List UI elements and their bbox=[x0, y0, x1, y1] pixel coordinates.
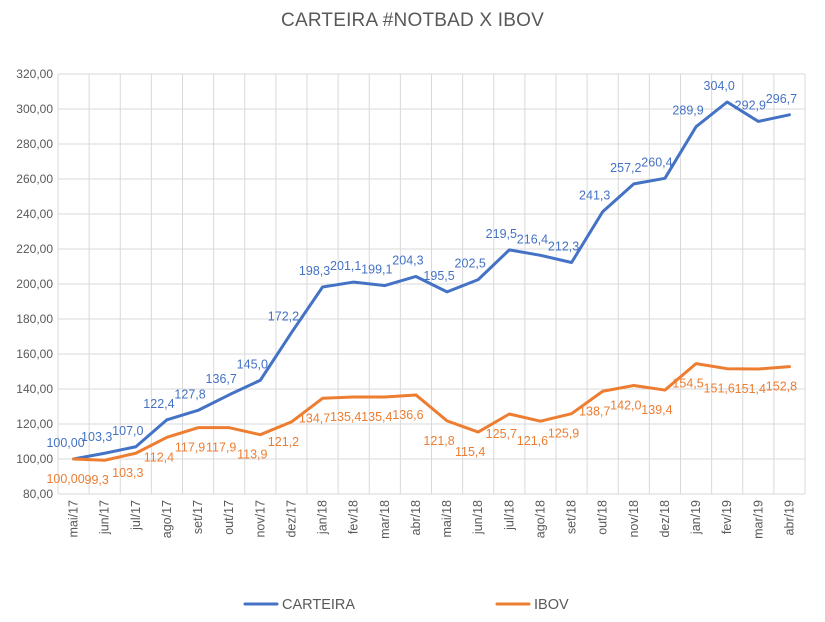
data-label-carteira: 100,00 bbox=[46, 436, 84, 450]
data-label-carteira: 241,3 bbox=[579, 189, 610, 203]
data-label-carteira: 304,0 bbox=[704, 79, 735, 93]
data-label-ibov: 117,9 bbox=[206, 441, 236, 455]
data-label-carteira: 292,9 bbox=[735, 98, 766, 112]
data-label-ibov: 138,7 bbox=[579, 404, 610, 418]
data-label-carteira: 136,7 bbox=[206, 372, 237, 386]
data-label-ibov: 135,4 bbox=[330, 410, 361, 424]
y-tick-label: 280,00 bbox=[16, 137, 53, 151]
data-label-ibov: 117,9 bbox=[175, 441, 205, 455]
x-tick-label: jan/19 bbox=[689, 500, 703, 535]
series-line-ibov bbox=[72, 362, 791, 462]
x-tick-label: jun/17 bbox=[98, 500, 112, 535]
x-tick-label: set/18 bbox=[565, 500, 579, 534]
data-label-ibov: 154,5 bbox=[672, 377, 703, 391]
x-tick-label: jun/18 bbox=[471, 500, 485, 535]
data-label-ibov: 152,8 bbox=[766, 380, 797, 394]
x-tick-label: mar/19 bbox=[751, 500, 765, 539]
data-label-carteira: 219,5 bbox=[486, 227, 517, 241]
x-tick-label: jul/18 bbox=[502, 500, 516, 531]
legend-label-ibov: IBOV bbox=[534, 597, 569, 613]
data-label-carteira: 145,0 bbox=[237, 357, 268, 371]
legend-label-carteira: CARTEIRA bbox=[282, 597, 355, 613]
y-tick-label: 200,00 bbox=[16, 277, 53, 291]
x-tick-label: set/17 bbox=[191, 500, 205, 534]
gridlines bbox=[57, 73, 806, 495]
data-label-carteira: 296,7 bbox=[766, 92, 797, 106]
data-label-ibov: 100,00 bbox=[46, 472, 84, 486]
data-label-ibov: 136,6 bbox=[392, 408, 423, 422]
data-label-carteira: 212,3 bbox=[548, 239, 579, 253]
data-label-carteira: 172,2 bbox=[268, 310, 299, 324]
y-tick-label: 120,00 bbox=[16, 417, 53, 431]
data-label-carteira: 195,5 bbox=[423, 269, 454, 283]
x-tick-label: dez/18 bbox=[658, 500, 672, 538]
y-tick-label: 240,00 bbox=[16, 207, 53, 221]
y-tick-label: 140,00 bbox=[16, 382, 53, 396]
y-tick-label: 320,00 bbox=[16, 67, 53, 81]
data-label-ibov: 113,9 bbox=[237, 448, 267, 462]
data-label-carteira: 257,2 bbox=[610, 161, 641, 175]
y-tick-label: 260,00 bbox=[16, 172, 53, 186]
x-tick-label: fev/19 bbox=[720, 500, 734, 534]
x-tick-label: fev/18 bbox=[347, 500, 361, 534]
data-label-ibov: 135,4 bbox=[361, 410, 392, 424]
data-label-carteira: 260,4 bbox=[641, 155, 672, 169]
data-label-ibov: 151,4 bbox=[735, 382, 766, 396]
data-label-ibov: 134,7 bbox=[299, 411, 330, 425]
x-tick-label: nov/17 bbox=[253, 500, 267, 538]
data-label-ibov: 125,7 bbox=[486, 427, 517, 441]
series-line-carteira bbox=[72, 100, 791, 461]
data-label-carteira: 289,9 bbox=[672, 104, 703, 118]
data-label-ibov: 142,0 bbox=[610, 399, 641, 413]
y-tick-label: 180,00 bbox=[16, 312, 53, 326]
data-label-ibov: 115,4 bbox=[455, 445, 485, 459]
data-label-ibov: 151,6 bbox=[704, 382, 735, 396]
data-label-carteira: 122,4 bbox=[143, 397, 174, 411]
data-label-ibov: 139,4 bbox=[641, 403, 672, 417]
y-tick-label: 100,00 bbox=[16, 452, 53, 466]
y-tick-label: 220,00 bbox=[16, 242, 53, 256]
y-tick-label: 160,00 bbox=[16, 347, 53, 361]
data-label-carteira: 107,0 bbox=[112, 424, 143, 438]
data-label-ibov: 103,3 bbox=[112, 466, 143, 480]
x-tick-label: out/17 bbox=[222, 500, 236, 535]
data-label-ibov: 125,9 bbox=[548, 427, 579, 441]
x-axis-ticks: mai/17 jun/17 jul/17 ago/17 set/17 out/17 nov/… bbox=[67, 500, 797, 539]
data-label-carteira: 216,4 bbox=[517, 232, 548, 246]
chart-title: CARTEIRA #NOTBAD X IBOV bbox=[281, 10, 544, 31]
y-tick-label: 300,00 bbox=[16, 102, 53, 116]
x-tick-label: jan/18 bbox=[316, 500, 330, 535]
x-tick-label: ago/17 bbox=[160, 500, 174, 538]
x-tick-label: mai/17 bbox=[67, 500, 81, 538]
data-label-ibov: 112,4 bbox=[144, 450, 174, 464]
y-tick-label: 80,00 bbox=[23, 487, 53, 501]
data-label-carteira: 201,1 bbox=[330, 259, 361, 273]
data-label-carteira: 199,1 bbox=[361, 263, 392, 277]
data-label-ibov: 121,6 bbox=[517, 434, 548, 448]
x-tick-label: abr/19 bbox=[782, 500, 796, 535]
x-tick-label: out/18 bbox=[596, 500, 610, 535]
legend: CARTEIRA IBOV bbox=[243, 597, 569, 613]
series-lines bbox=[72, 100, 791, 462]
data-label-ibov: 121,8 bbox=[423, 434, 454, 448]
x-tick-label: jul/17 bbox=[129, 500, 143, 531]
x-tick-label: ago/18 bbox=[533, 500, 547, 538]
x-tick-label: dez/17 bbox=[284, 500, 298, 538]
data-label-carteira: 204,3 bbox=[392, 253, 423, 267]
data-label-ibov: 99,3 bbox=[85, 473, 109, 487]
x-tick-label: mar/18 bbox=[378, 500, 392, 539]
data-label-carteira: 202,5 bbox=[455, 257, 486, 271]
x-tick-label: mai/18 bbox=[440, 500, 454, 538]
data-label-carteira: 103,3 bbox=[81, 430, 112, 444]
x-tick-label: abr/18 bbox=[409, 500, 423, 535]
data-label-carteira: 127,8 bbox=[174, 387, 205, 401]
data-label-ibov: 121,2 bbox=[268, 435, 299, 449]
y-axis-ticks: 80,00 100,00 120,00 140,00 160,00 180,00 200,0… bbox=[16, 67, 53, 501]
data-label-carteira: 198,3 bbox=[299, 264, 330, 278]
x-tick-label: nov/18 bbox=[627, 500, 641, 538]
